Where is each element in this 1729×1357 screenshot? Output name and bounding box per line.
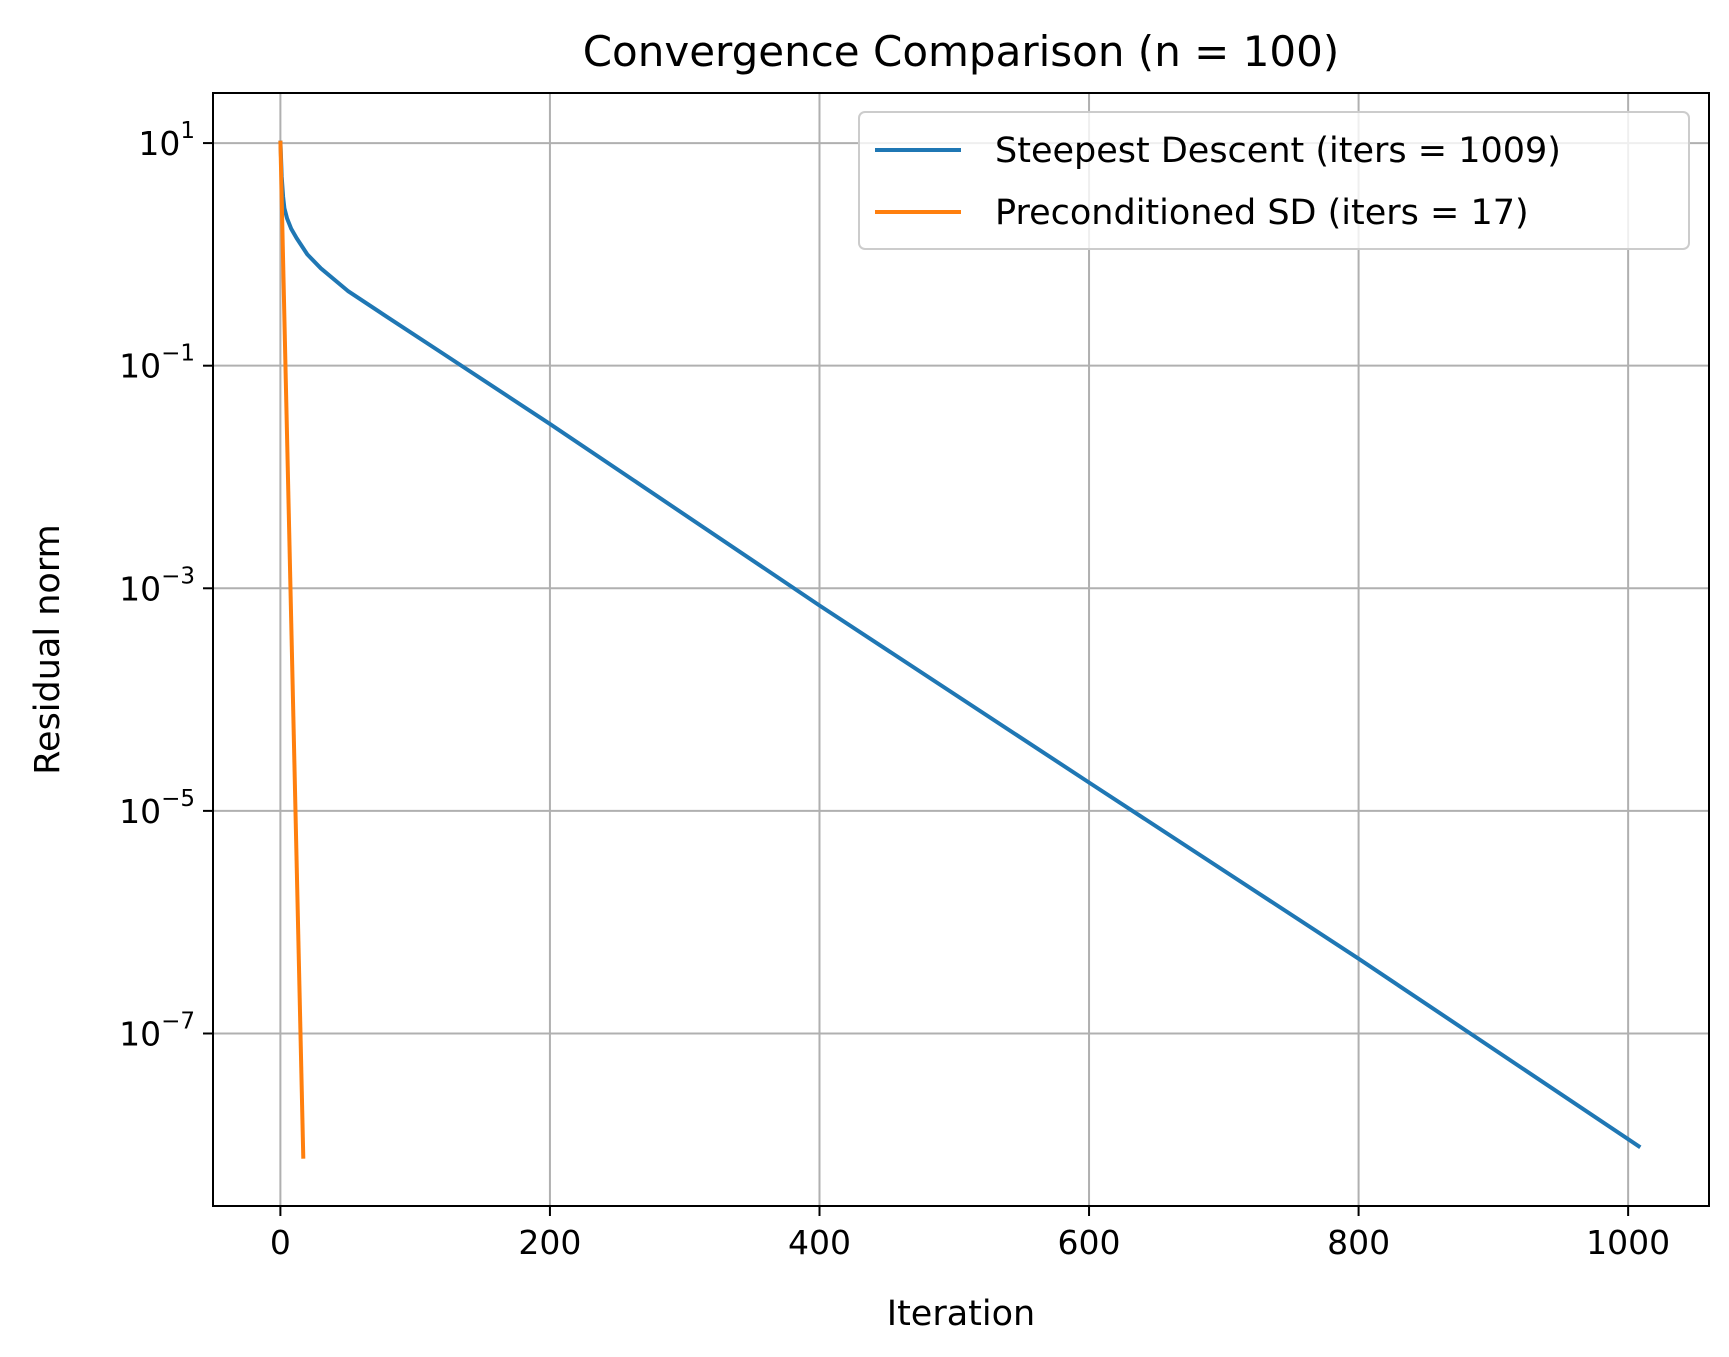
y-tick-label: 101 xyxy=(138,118,195,163)
y-tick-label: 10−3 xyxy=(119,563,195,608)
legend: Steepest Descent (iters = 1009) Precondit… xyxy=(858,111,1690,250)
x-tick-label: 800 xyxy=(1327,1223,1390,1262)
x-tick-label: 400 xyxy=(788,1223,851,1262)
series-lines xyxy=(278,140,1642,1159)
legend-label-0: Steepest Descent (iters = 1009) xyxy=(995,131,1561,171)
chart-title: Convergence Comparison (n = 100) xyxy=(583,27,1340,76)
x-tick-label: 600 xyxy=(1058,1223,1121,1262)
x-tick-label: 1000 xyxy=(1586,1223,1670,1262)
x-axis-label: Iteration xyxy=(887,1294,1035,1334)
series-line-1 xyxy=(278,140,306,1159)
x-tick-label: 0 xyxy=(270,1223,291,1262)
ticks: 0 200 400 600 800 1000 101 10−1 10−3 10−5 10−7 xyxy=(119,118,1670,1262)
y-tick-label: 10−7 xyxy=(119,1008,195,1053)
plot-frame xyxy=(212,92,1710,1207)
y-tick-label: 10−1 xyxy=(119,341,195,386)
series-line-0 xyxy=(278,140,1642,1149)
y-tick-label: 10−5 xyxy=(119,786,195,831)
x-tick-label: 200 xyxy=(518,1223,581,1262)
legend-box xyxy=(858,111,1690,250)
y-axis-label: Residual norm xyxy=(28,524,68,774)
legend-label-1: Preconditioned SD (iters = 17) xyxy=(995,193,1529,233)
